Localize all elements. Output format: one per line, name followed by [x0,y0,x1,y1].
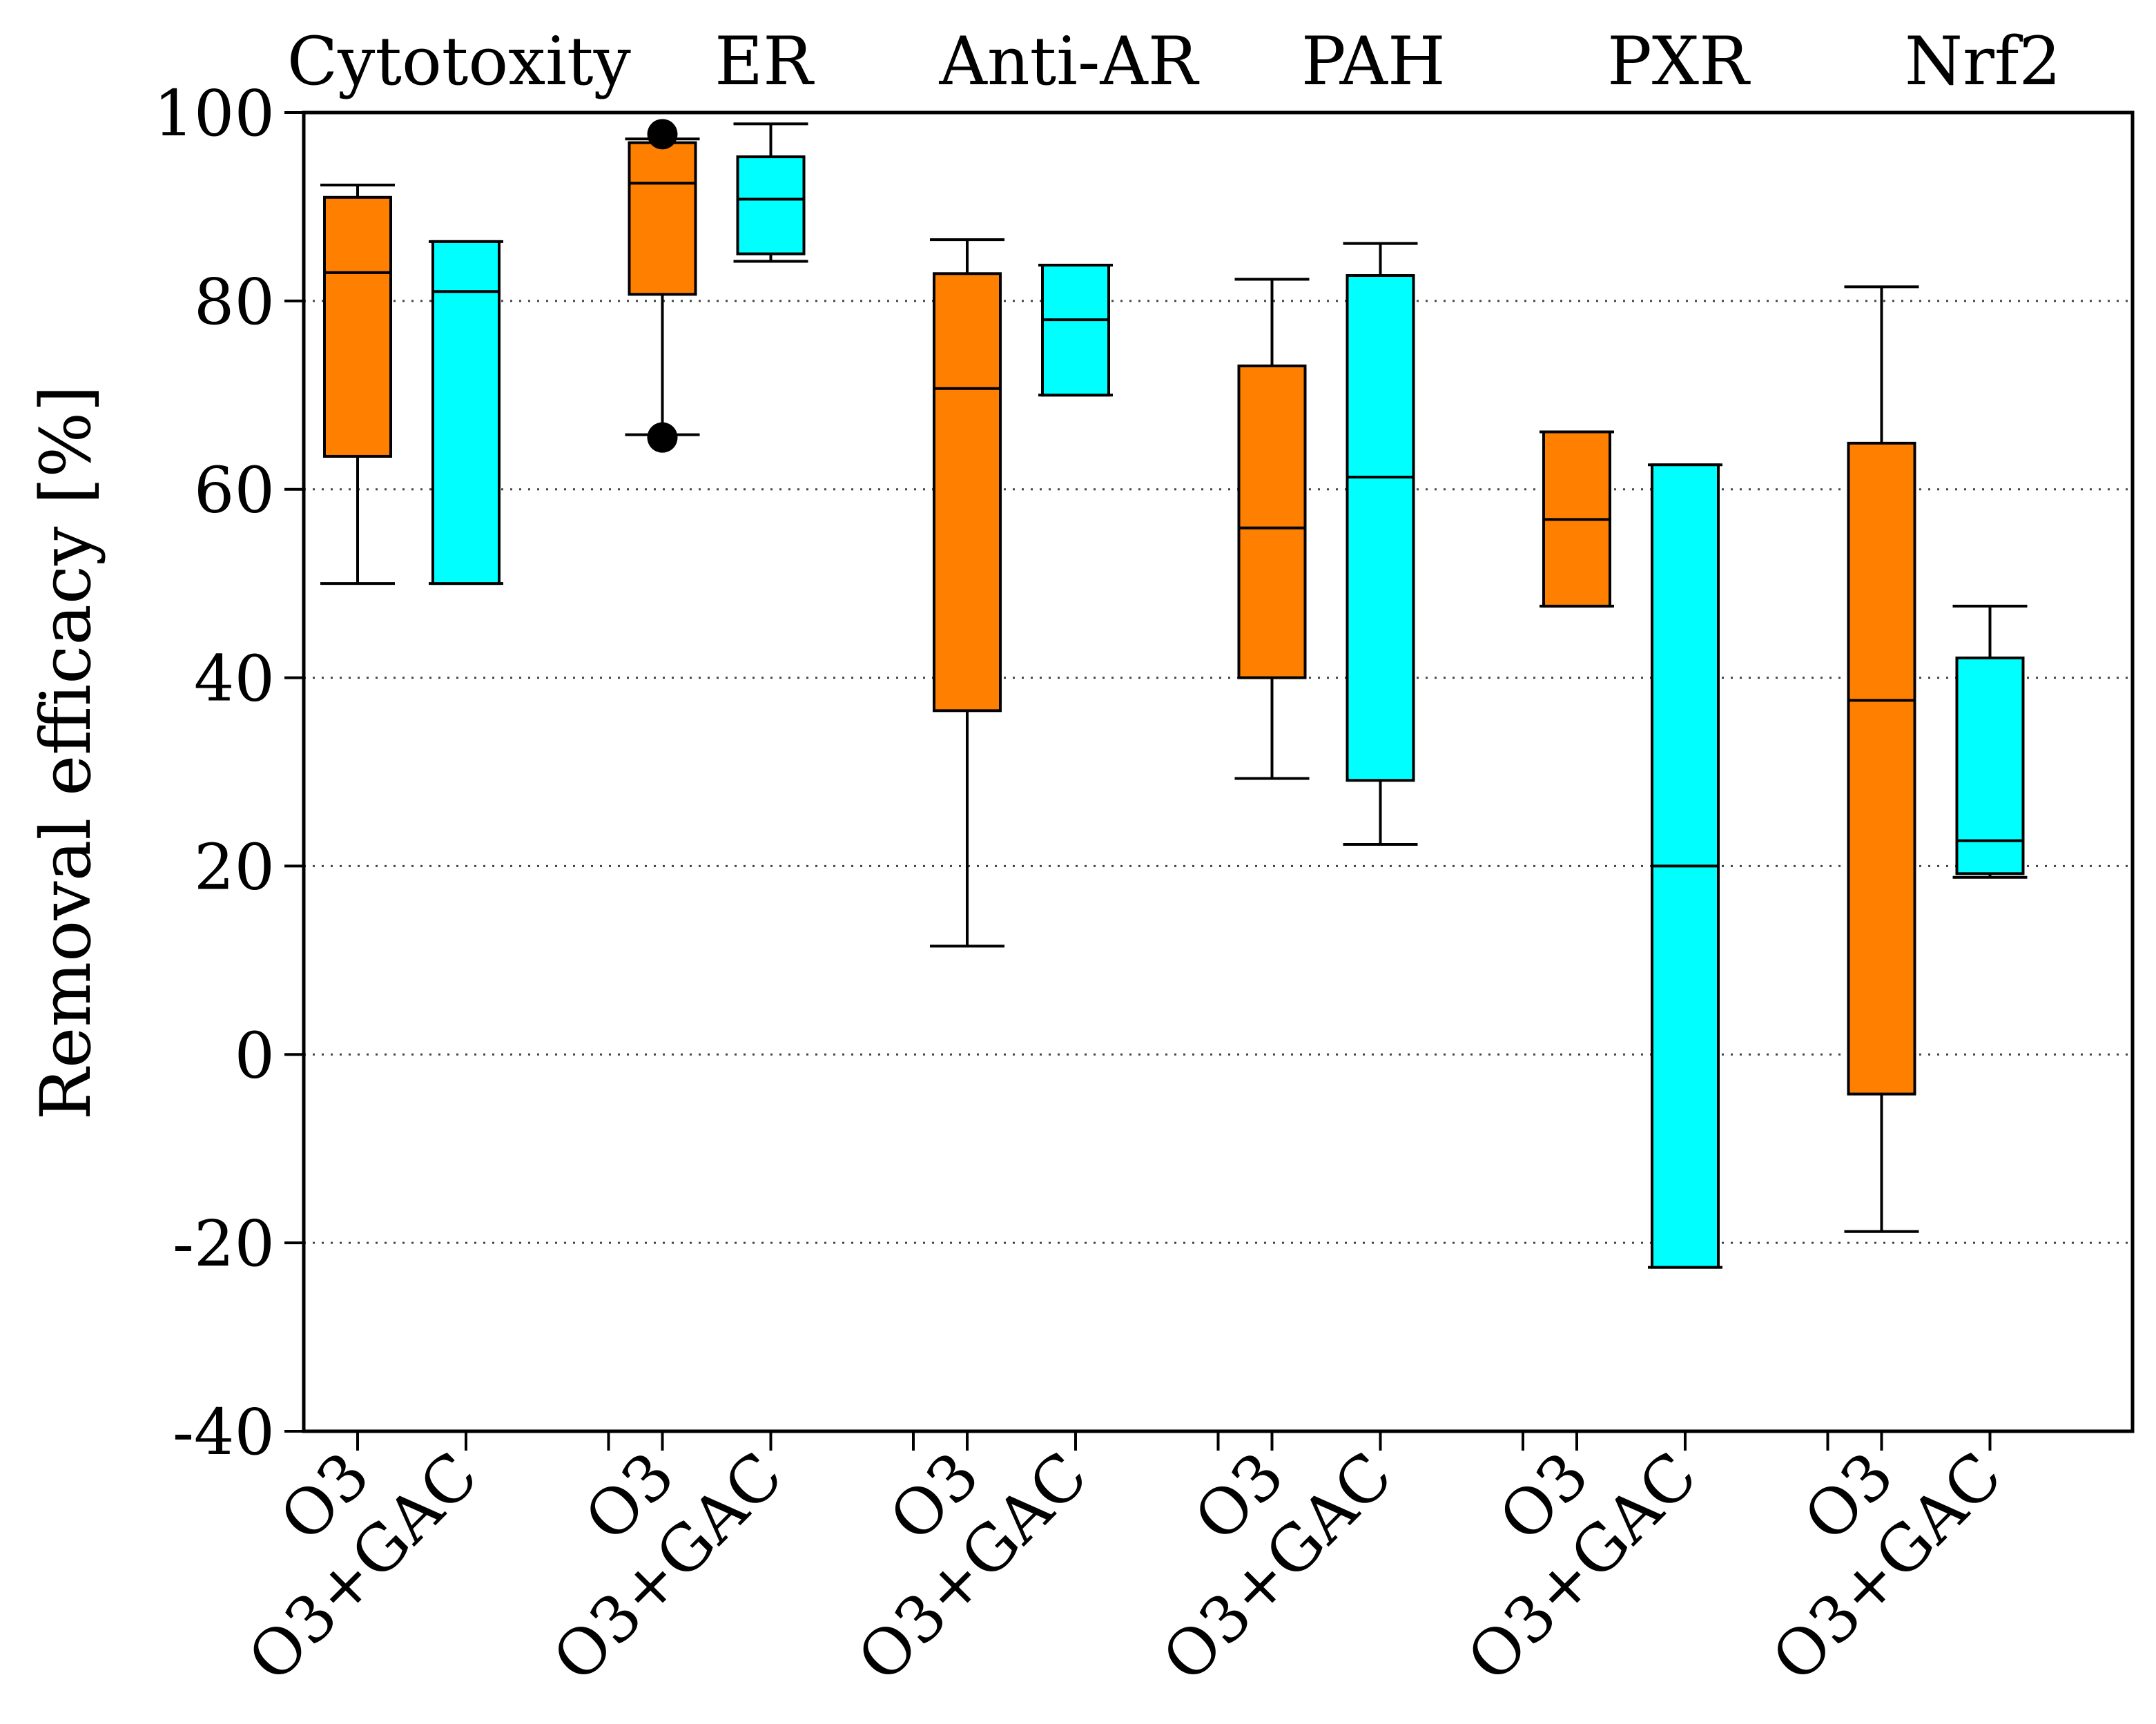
y-tick-label: 80 [194,265,275,339]
iqr-box [1955,656,2025,875]
y-tick-label: -40 [173,1395,275,1469]
box-pah-o3 [1234,278,1310,780]
iqr-box [323,195,392,458]
box-nrf2-o3 [1844,285,1919,1233]
box-pah-o3-gac [1343,242,1418,846]
group-title-pah: PAH [1301,23,1446,100]
y-tick-label: 40 [194,642,275,716]
iqr-box [1237,364,1307,679]
outlier-point [647,119,678,150]
iqr-box [1847,441,1916,1096]
iqr-box [736,155,806,255]
y-tick-label: 60 [194,454,275,527]
box-er-o3 [625,119,700,453]
group-title-er: ER [715,23,815,100]
iqr-box [1041,264,1110,397]
group-title-anti-ar: Anti-AR [939,23,1200,100]
box-pxr-o3-gac [1648,463,1722,1269]
box-nrf2-o3-gac [1952,604,2028,879]
iqr-box [431,240,501,585]
iqr-box [628,141,697,296]
y-tick-label: 100 [153,77,275,151]
box-cytotoxity-o3-gac [429,240,503,585]
box-anti-ar-o3 [930,238,1004,948]
y-axis-label: Removal efficacy [%] [26,385,106,1121]
box-er-o3-gac [733,122,808,263]
y-tick-label: -20 [173,1207,275,1281]
box-cytotoxity-o3 [320,184,395,585]
group-title-cytotoxity: Cytotoxity [287,23,631,100]
outlier-point [647,422,678,453]
iqr-box [1346,274,1415,782]
box-plots [320,119,2028,1269]
group-title-nrf2: Nrf2 [1905,23,2061,100]
iqr-box [933,272,1002,713]
y-tick-label: 0 [234,1018,275,1092]
y-tick-label: 20 [194,830,275,904]
box-pxr-o3 [1540,430,1614,608]
box-anti-ar-o3-gac [1038,264,1113,397]
group-title-pxr: PXR [1607,23,1751,100]
